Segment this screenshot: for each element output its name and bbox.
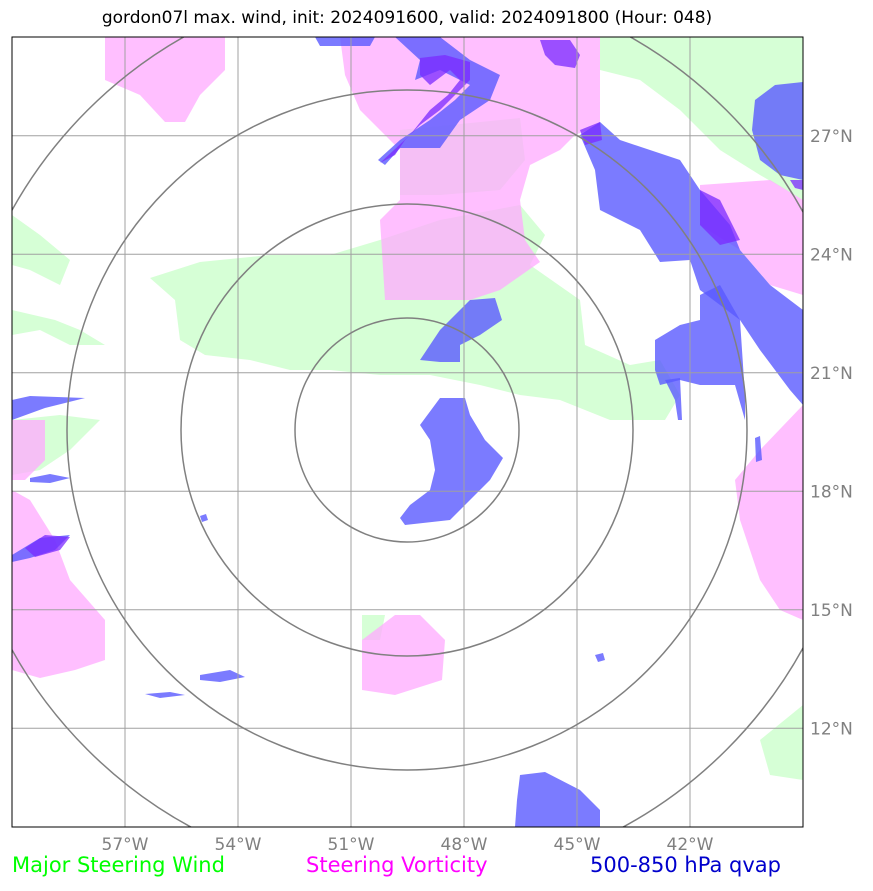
legend-steering-wind: Major Steering Wind bbox=[12, 853, 225, 877]
longitude-tick-label: 45°W bbox=[554, 835, 601, 855]
latitude-tick-label: 27°N bbox=[810, 127, 853, 147]
latitude-tick-label: 12°N bbox=[810, 719, 853, 739]
qvap-area-west-2 bbox=[30, 474, 70, 483]
qvap-area-small-2 bbox=[145, 692, 185, 698]
latitude-tick-label: 24°N bbox=[810, 245, 853, 265]
latitude-tick-label: 21°N bbox=[810, 364, 853, 384]
qvap-area-northeast-band bbox=[580, 122, 803, 405]
longitude-tick-label: 51°W bbox=[328, 835, 375, 855]
vorticity-area-west bbox=[12, 420, 45, 480]
latitude-tick-label: 18°N bbox=[810, 482, 853, 502]
vorticity-area-southeast bbox=[735, 405, 803, 620]
vorticity-area-northwest bbox=[105, 37, 225, 122]
wind-area-northeast bbox=[600, 37, 803, 200]
qvap-area-small-3 bbox=[595, 653, 605, 662]
wind-area-central bbox=[150, 205, 680, 420]
steering-vorticity-areas bbox=[12, 37, 803, 695]
longitude-tick-label: 57°W bbox=[102, 835, 149, 855]
longitude-tick-labels: 57°W 54°W 51°W 48°W 45°W 42°W bbox=[102, 835, 714, 855]
longitude-tick-label: 54°W bbox=[215, 835, 262, 855]
map-frame bbox=[11, 36, 804, 828]
range-ring-2 bbox=[180, 203, 634, 657]
map-fields bbox=[12, 37, 803, 827]
wind-area-west-2 bbox=[12, 310, 105, 345]
gridlines bbox=[12, 37, 803, 827]
range-rings bbox=[12, 37, 803, 827]
overlap-areas bbox=[25, 40, 803, 557]
overlap-area-3 bbox=[700, 190, 740, 245]
vorticity-area-north bbox=[340, 37, 600, 300]
overlap-area-6 bbox=[790, 180, 803, 190]
vorticity-area-east bbox=[700, 180, 803, 295]
qvap-area-east bbox=[655, 285, 745, 420]
map-title: gordon07l max. wind, init: 2024091600, v… bbox=[101, 8, 713, 28]
qvap-area-small-1 bbox=[200, 670, 245, 682]
latitude-tick-label: 15°N bbox=[810, 601, 853, 621]
qvap-area-corner bbox=[752, 82, 803, 180]
overlap-area-5 bbox=[25, 535, 70, 557]
qvap-area-top bbox=[315, 37, 375, 46]
vorticity-area-southwest bbox=[12, 490, 105, 678]
overlap-area-2 bbox=[540, 40, 580, 68]
qvap-area-west bbox=[12, 396, 85, 420]
qvap-area-small-4 bbox=[755, 436, 762, 462]
range-ring-3 bbox=[66, 89, 748, 771]
longitude-tick-label: 42°W bbox=[667, 835, 714, 855]
range-ring-1 bbox=[294, 317, 520, 543]
qvap-area-small-6 bbox=[200, 514, 208, 522]
wind-area-west bbox=[12, 215, 70, 285]
qvap-area-band-north bbox=[420, 298, 502, 362]
overlap-area-4 bbox=[580, 122, 602, 145]
qvap-area-small-5 bbox=[665, 378, 682, 420]
qvap-area-south bbox=[515, 772, 600, 827]
latitude-tick-labels: 27°N 24°N 21°N 18°N 15°N 12°N bbox=[810, 127, 853, 740]
legend-steering-vorticity: Steering Vorticity bbox=[306, 853, 488, 877]
wind-area-southeast bbox=[760, 705, 803, 780]
vorticity-area-south bbox=[362, 615, 445, 695]
longitude-tick-label: 48°W bbox=[441, 835, 488, 855]
overlap-area-1 bbox=[380, 55, 470, 163]
legend-qvap: 500-850 hPa qvap bbox=[590, 853, 781, 877]
qvap-area-center bbox=[400, 398, 503, 525]
